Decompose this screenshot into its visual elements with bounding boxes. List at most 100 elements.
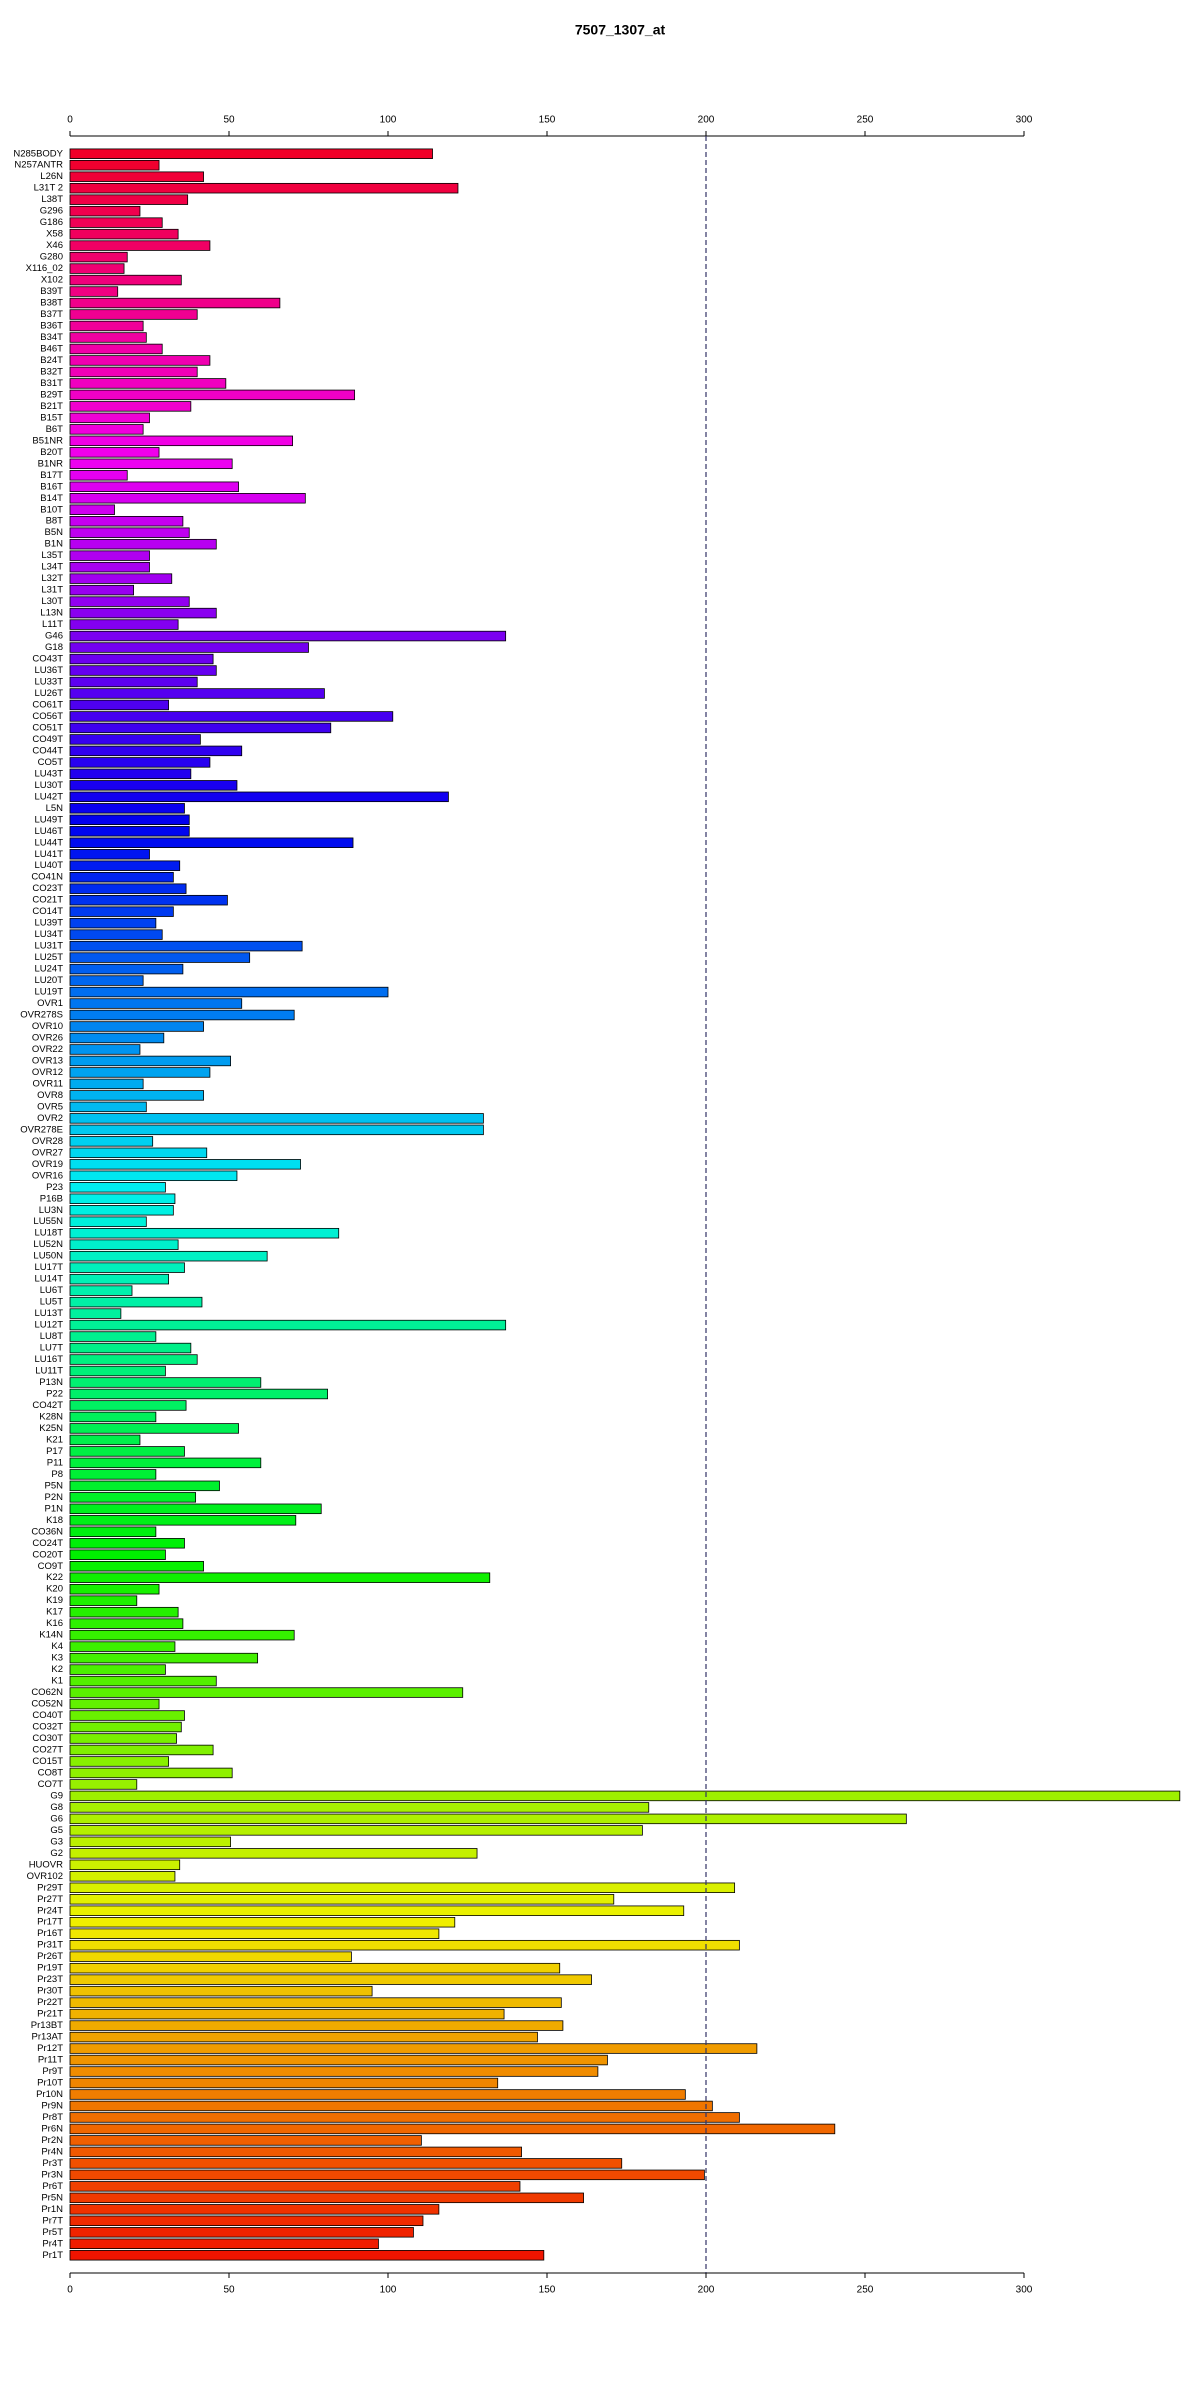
- y-tick-label: Pr30T: [37, 1986, 63, 1997]
- y-tick-label: LU16T: [34, 1354, 63, 1365]
- bar: [69, 2181, 521, 2192]
- y-tick-label: G186: [40, 217, 63, 228]
- bar: [69, 1377, 262, 1388]
- bar: [69, 148, 433, 159]
- y-tick-label: P8: [51, 1469, 63, 1480]
- y-tick-label: L38T: [41, 194, 63, 205]
- bar: [69, 940, 303, 952]
- bar: [69, 722, 332, 734]
- bar: [69, 401, 192, 412]
- y-tick-label: OVR8: [37, 1090, 63, 1101]
- x-tick-label: 150: [539, 115, 556, 126]
- y-tick-label: B46T: [40, 343, 63, 354]
- y-tick-label: K22: [46, 1572, 63, 1583]
- y-tick-label: B39T: [40, 286, 63, 297]
- y-tick-label: OVR19: [32, 1159, 63, 1170]
- y-tick-label: CO52N: [31, 1699, 63, 1710]
- x-tick-label: 250: [857, 2285, 874, 2296]
- y-tick-label: L32T: [41, 573, 63, 584]
- y-tick-label: Pr26T: [37, 1951, 63, 1962]
- y-tick-label: B38T: [40, 298, 63, 309]
- y-tick-label: CO23T: [32, 883, 63, 894]
- y-tick-label: LU49T: [34, 814, 63, 825]
- y-tick-label: LU34T: [34, 929, 63, 940]
- y-tick-label: Pr16T: [37, 1928, 63, 1939]
- bar: [69, 1308, 122, 1319]
- y-tick-label: OVR1: [37, 998, 63, 1009]
- y-tick-label: OVR22: [32, 1044, 63, 1055]
- y-tick-label: CO51T: [32, 722, 63, 733]
- bar: [69, 757, 211, 768]
- bar: [69, 1629, 295, 1641]
- bar: [69, 1917, 456, 1928]
- bar: [69, 1675, 217, 1687]
- y-tick-label: K17: [46, 1607, 63, 1618]
- y-tick-label: G6: [50, 1813, 63, 1824]
- bar: [69, 699, 169, 711]
- bar: [69, 791, 449, 803]
- bar: [69, 1423, 239, 1434]
- y-tick-label: LU24T: [34, 964, 63, 975]
- bar: [69, 1182, 166, 1193]
- y-tick-label: LU11T: [35, 1366, 63, 1377]
- x-tick-label: 250: [857, 115, 874, 126]
- bar: [69, 1859, 181, 1871]
- x-tick-label: 100: [380, 2285, 397, 2296]
- y-tick-label: CO61T: [32, 699, 63, 710]
- bar: [69, 217, 163, 228]
- y-tick-label: Pr8T: [42, 2112, 63, 2123]
- bar: [69, 607, 217, 619]
- bar: [69, 2204, 440, 2215]
- y-tick-label: CO40T: [32, 1710, 63, 1721]
- y-tick-label: G18: [45, 642, 63, 653]
- x-tick-label: 0: [67, 2285, 73, 2296]
- bar: [69, 389, 356, 401]
- y-tick-label: Pr9N: [41, 2100, 63, 2111]
- bar: [69, 1239, 179, 1250]
- y-tick-label: LU46T: [34, 826, 63, 837]
- y-tick-label: P22: [46, 1388, 63, 1399]
- bar: [69, 2043, 758, 2054]
- y-tick-label: Pr5T: [42, 2227, 63, 2238]
- y-tick-label: Pr27T: [37, 1894, 63, 1905]
- bar: [69, 286, 119, 297]
- y-tick-label: CO15T: [32, 1756, 63, 1767]
- y-tick-label: B37T: [40, 309, 63, 320]
- y-tick-label: LU43T: [34, 768, 63, 779]
- y-tick-label: L5N: [46, 803, 64, 814]
- bar: [69, 1905, 685, 1916]
- y-tick-label: B10T: [40, 504, 63, 515]
- y-tick-label: B29T: [40, 389, 63, 400]
- y-tick-label: OVR13: [32, 1055, 63, 1066]
- bar: [69, 2089, 686, 2100]
- bar: [69, 929, 163, 940]
- y-tick-label: Pr10T: [37, 2078, 63, 2089]
- bar: [69, 309, 198, 320]
- bar: [69, 1055, 231, 1067]
- y-tick-label: B31T: [40, 378, 63, 389]
- bar: [69, 2158, 623, 2169]
- y-tick-label: B51NR: [32, 435, 63, 446]
- y-tick-label: LU8T: [40, 1331, 63, 1342]
- bar: [69, 2008, 505, 2020]
- y-tick-label: G9: [50, 1790, 63, 1801]
- y-tick-label: LU14T: [34, 1274, 63, 1285]
- bar: [69, 458, 233, 470]
- bar: [69, 435, 294, 447]
- bar: [69, 205, 141, 217]
- y-tick-label: K28N: [39, 1411, 63, 1422]
- bar: [69, 1354, 198, 1365]
- bar: [69, 194, 189, 205]
- y-tick-label: Pr4N: [41, 2146, 63, 2157]
- y-tick-label: P17: [46, 1446, 63, 1457]
- bar: [69, 2192, 584, 2204]
- bar: [69, 803, 185, 814]
- y-tick-label: CO21T: [32, 895, 63, 906]
- y-tick-label: LU39T: [34, 918, 63, 929]
- y-tick-label: K21: [46, 1434, 63, 1445]
- y-tick-label: K4: [51, 1641, 63, 1652]
- bar: [69, 630, 507, 642]
- bar: [69, 1457, 262, 1469]
- y-tick-label: L31T 2: [34, 183, 63, 194]
